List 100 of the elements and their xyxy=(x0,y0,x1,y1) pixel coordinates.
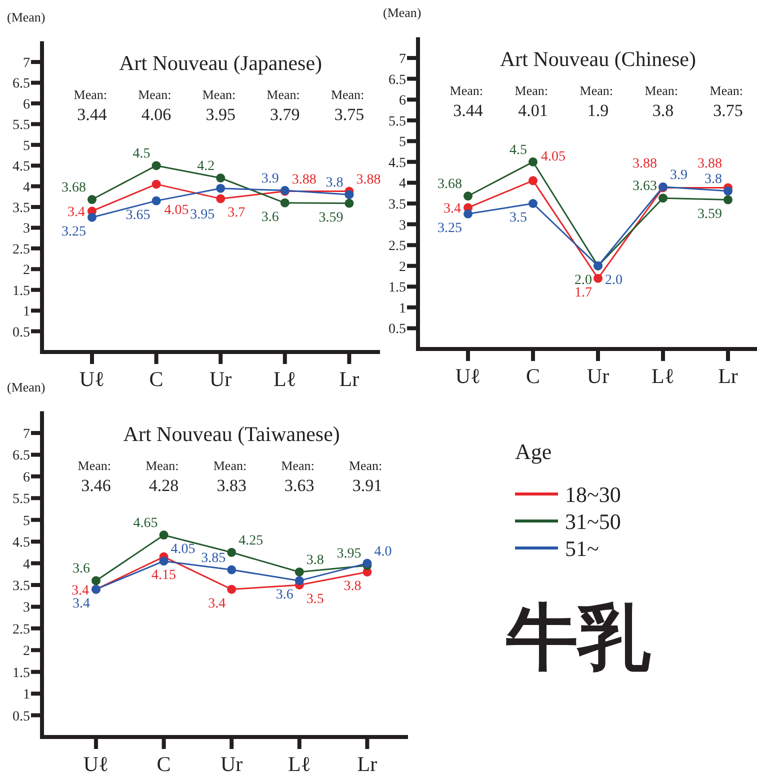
data-label: 2.0 xyxy=(605,272,622,288)
x-tick-label: Lℓ xyxy=(652,364,674,388)
legend-label: 31~50 xyxy=(565,509,621,534)
x-tick-label: Lℓ xyxy=(273,367,296,391)
point xyxy=(658,194,668,203)
point xyxy=(528,157,538,166)
point xyxy=(724,186,732,196)
annotation: Mean: 3.63 xyxy=(281,458,318,495)
y-tick-label: 1 xyxy=(399,301,406,316)
y-tick-label: 4 xyxy=(23,557,30,572)
y-tick-label: 3.5 xyxy=(12,201,30,216)
x-tick-label: Lr xyxy=(357,752,378,776)
text: Art Nouveau (Chinese) xyxy=(500,47,696,71)
data-label: 4.2 xyxy=(197,159,215,174)
data-label: 4.65 xyxy=(133,516,158,532)
point xyxy=(528,199,538,208)
y-tick-label: 2 xyxy=(23,263,30,278)
y-tick-label: 0.5 xyxy=(12,709,30,724)
text: Art Nouveau (Japanese) xyxy=(119,51,322,75)
data-label: 3.4 xyxy=(72,583,89,598)
data-label: 4.5 xyxy=(510,142,527,158)
data-label: 3.4 xyxy=(208,596,226,612)
x-tick-label: Lr xyxy=(718,364,738,388)
y-tick-label: 6 xyxy=(399,94,406,109)
annotation: Mean: 1.9 xyxy=(580,83,616,120)
data-label: 3.59 xyxy=(318,210,344,226)
x-tick-label: Lr xyxy=(339,367,360,391)
y-tick-label: 5.5 xyxy=(12,492,30,508)
y-tick-label: 6 xyxy=(23,470,30,486)
y-tick-label: 3.5 xyxy=(12,579,30,594)
y-tick-label: 3.5 xyxy=(388,198,406,212)
data-label: 3.88 xyxy=(632,156,657,172)
data-label: 4.5 xyxy=(132,146,150,162)
point xyxy=(216,194,226,204)
point xyxy=(88,212,96,222)
data-label: 3.5 xyxy=(510,210,527,226)
y-tick-label: 0.5 xyxy=(12,325,30,340)
data-label: 3.8 xyxy=(326,176,344,191)
y-tick-label: 7 xyxy=(23,56,30,71)
data-label: 3.9 xyxy=(670,168,688,183)
y-tick-label: 1 xyxy=(23,304,30,320)
point xyxy=(344,198,354,208)
point xyxy=(294,576,304,586)
data-label: 1.7 xyxy=(574,285,592,300)
point xyxy=(159,556,168,566)
y-tick-label: 4.5 xyxy=(12,160,30,175)
data-label: 4.15 xyxy=(152,568,176,583)
data-label: 3.68 xyxy=(438,177,462,192)
point xyxy=(216,184,226,193)
y-tick-label: 6.5 xyxy=(388,72,406,88)
annotation: Mean: 3.75 xyxy=(710,83,746,120)
data-label: 3.4 xyxy=(68,205,85,220)
y-axis-title: (Mean) xyxy=(7,379,46,394)
y-tick-label: 6 xyxy=(23,97,30,112)
y-tick-label: 3 xyxy=(23,600,30,616)
y-tick-label: 5 xyxy=(23,138,30,154)
y-tick-label: 2 xyxy=(399,260,406,275)
y-tick-label: 4.5 xyxy=(388,156,406,171)
data-label: 3.6 xyxy=(72,562,90,577)
data-label: 4.25 xyxy=(238,533,264,548)
point xyxy=(294,567,304,576)
y-axis-title: (Mean) xyxy=(383,5,422,20)
legend-label: 18~30 xyxy=(565,482,621,507)
data-label: 3.7 xyxy=(228,206,246,221)
y-tick-label: 4 xyxy=(399,176,406,192)
annotation: Mean: 4.06 xyxy=(138,87,175,124)
text: 牛乳 xyxy=(505,595,651,679)
point xyxy=(464,209,472,218)
y-tick-label: 2.5 xyxy=(12,242,30,258)
y-tick-label: 1.5 xyxy=(12,666,30,681)
y-tick-label: 6.5 xyxy=(12,448,30,464)
data-label: 4.0 xyxy=(374,544,392,560)
point xyxy=(594,274,602,283)
data-label: 3.4 xyxy=(444,202,461,217)
data-label: 3.88 xyxy=(356,172,381,188)
point xyxy=(344,190,354,200)
y-tick-label: 1.5 xyxy=(12,284,30,299)
annotation: Mean: 3.79 xyxy=(266,87,304,124)
point xyxy=(216,174,226,182)
y-tick-label: 5.5 xyxy=(12,118,30,134)
annotation: Mean: 3.95 xyxy=(202,87,239,124)
data-label: 3.6 xyxy=(276,588,294,603)
x-tick-label: C xyxy=(149,367,164,391)
annotation: Mean: 3.75 xyxy=(330,87,368,124)
x-tick-label: C xyxy=(526,364,540,388)
x-tick-label: Ur xyxy=(586,364,610,388)
y-tick-label: 1 xyxy=(23,688,30,703)
annotation: Mean: 3.44 xyxy=(450,83,486,120)
x-tick-label: Lℓ xyxy=(288,752,311,776)
data-label: 3.25 xyxy=(62,224,86,240)
x-tick-label: Uℓ xyxy=(79,367,105,391)
point xyxy=(464,192,472,201)
point xyxy=(152,180,161,189)
data-label: 3.88 xyxy=(292,172,316,188)
y-tick-label: 2 xyxy=(23,644,30,660)
data-label: 3.5 xyxy=(306,592,324,607)
point xyxy=(227,548,236,557)
data-label: 4.05 xyxy=(164,203,189,218)
point xyxy=(152,161,161,170)
point xyxy=(227,584,236,594)
